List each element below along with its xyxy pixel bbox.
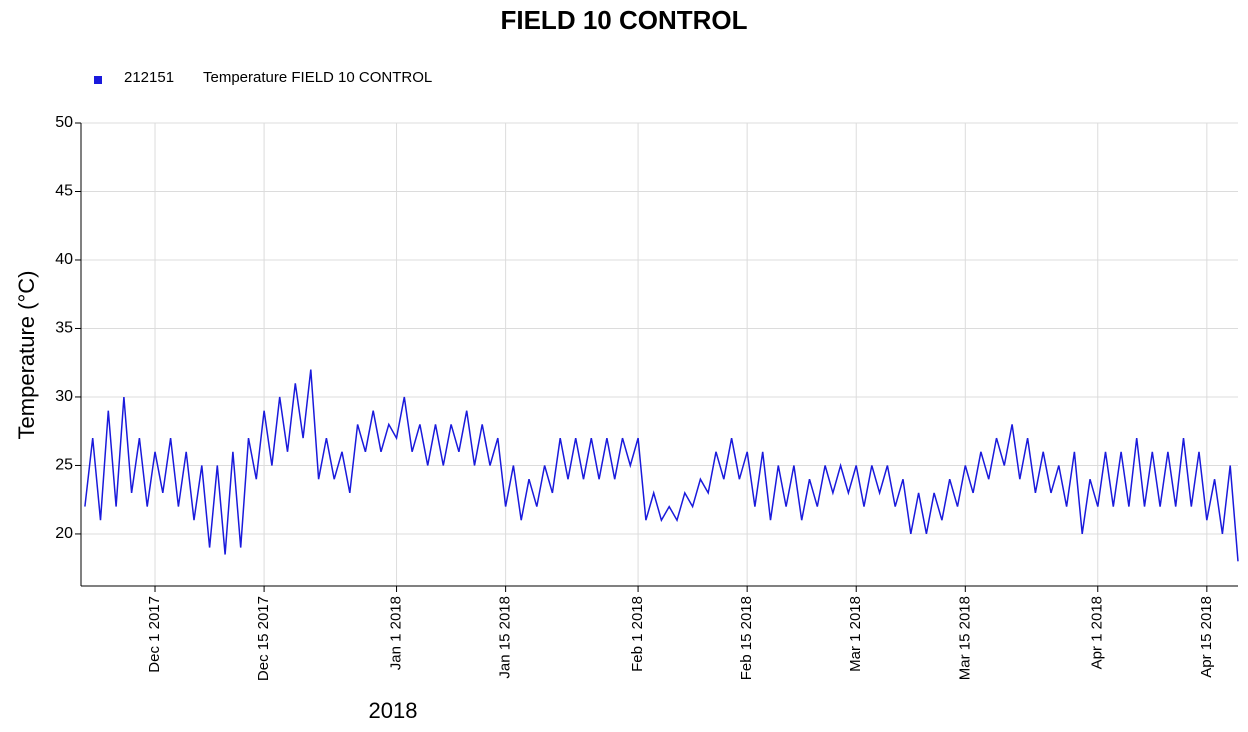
- x-tick-label: Mar 15 2018: [956, 596, 973, 680]
- x-tick-label: Apr 1 2018: [1089, 596, 1106, 669]
- x-tick-label: Apr 15 2018: [1198, 596, 1215, 678]
- legend-id: 212151: [124, 69, 174, 86]
- x-tick-label: Jan 15 2018: [497, 596, 514, 679]
- x-tick-label: Mar 1 2018: [847, 596, 864, 672]
- legend-label: Temperature FIELD 10 CONTROL: [203, 69, 432, 86]
- x-axis-label: 2018: [369, 698, 418, 723]
- y-tick-label: 40: [55, 251, 73, 268]
- y-tick-label: 45: [55, 183, 73, 200]
- x-tick-label: Feb 1 2018: [629, 596, 646, 672]
- x-tick-label: Dec 1 2017: [146, 596, 163, 673]
- legend-swatch: [94, 76, 102, 84]
- y-tick-label: 35: [55, 320, 73, 337]
- chart-title: FIELD 10 CONTROL: [500, 5, 747, 35]
- series-line: [84, 369, 1239, 562]
- y-tick-label: 20: [55, 525, 73, 542]
- x-tick-label: Dec 15 2017: [255, 596, 272, 681]
- y-tick-label: 30: [55, 388, 73, 405]
- y-tick-label: 50: [55, 114, 73, 131]
- x-tick-label: Jan 1 2018: [388, 596, 405, 670]
- y-axis-label: Temperature (°C): [14, 271, 39, 440]
- x-tick-label: Feb 15 2018: [738, 596, 755, 680]
- y-tick-label: 25: [55, 457, 73, 474]
